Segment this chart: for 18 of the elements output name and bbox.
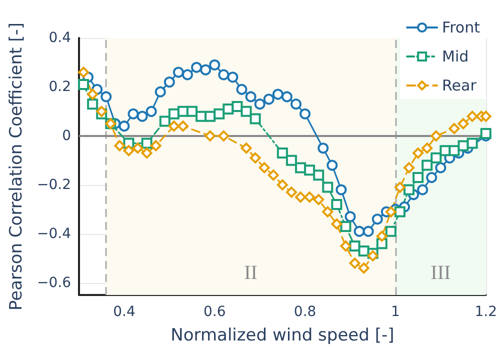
- x-tick-label: 1: [390, 304, 400, 320]
- x-tick-label: 0.6: [203, 304, 226, 320]
- y-axis-title: Pearson Correlation Coefficient [-]: [6, 22, 26, 311]
- band-label: II: [244, 262, 258, 284]
- y-tick-label: −0.4: [37, 226, 72, 242]
- y-tick-label: 0.2: [48, 78, 71, 95]
- x-tick-label: 0.4: [113, 304, 136, 320]
- x-tick-label: 1.2: [474, 304, 497, 320]
- band-label: III: [430, 262, 451, 284]
- y-tick-label: −0.2: [37, 176, 71, 193]
- x-tick-label: 0.8: [294, 304, 316, 320]
- y-tick-label: 0.4: [48, 30, 72, 46]
- y-tick-label: −0.6: [37, 274, 72, 291]
- legend-label: Mid: [442, 48, 469, 66]
- y-tick-label: 0: [62, 128, 71, 144]
- x-axis-title: Normalized wind speed [-]: [170, 326, 394, 346]
- legend-label: Rear: [442, 76, 478, 94]
- legend-label: Front: [442, 18, 480, 36]
